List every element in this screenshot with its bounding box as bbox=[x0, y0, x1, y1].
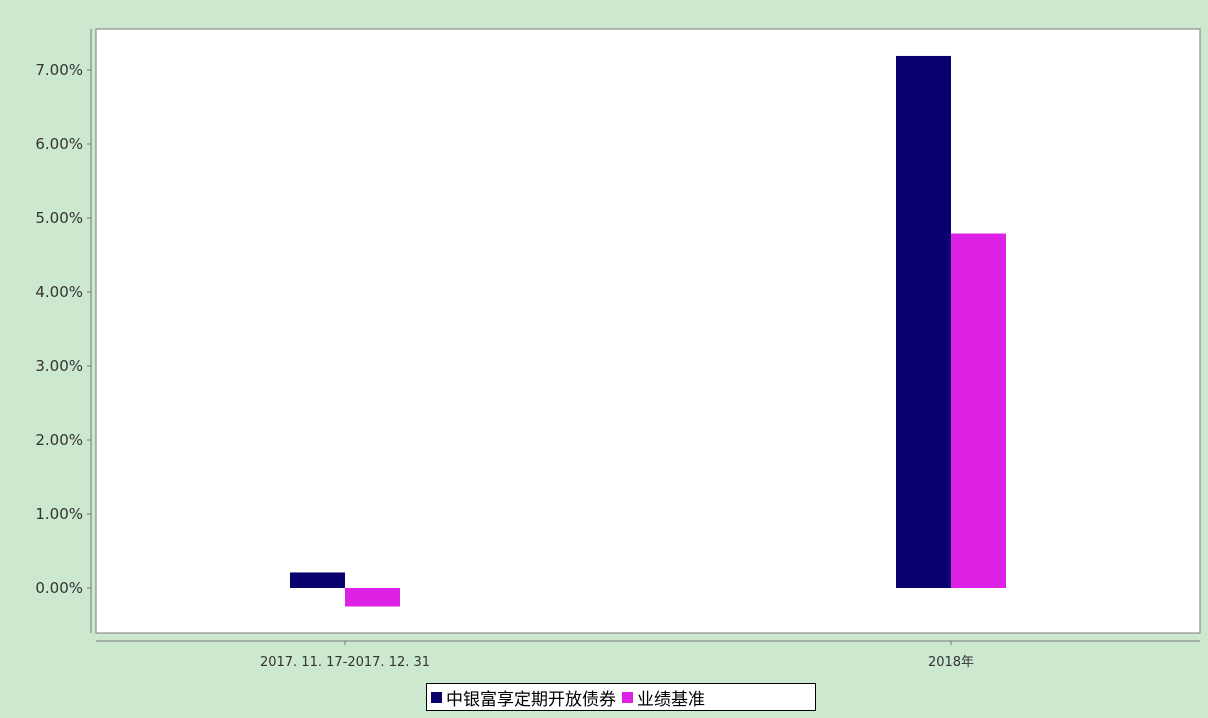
bar-series-1-category-2 bbox=[896, 55, 951, 588]
y-tick-label: 3.00% bbox=[35, 357, 83, 375]
bar-series-1-category-1 bbox=[290, 572, 345, 588]
y-tick-label: 2.00% bbox=[35, 431, 83, 449]
x-tick-label: 2018年 bbox=[928, 655, 974, 670]
legend-swatch-series-1 bbox=[431, 691, 442, 703]
y-tick-label: 5.00% bbox=[35, 209, 83, 227]
bar-series-2-category-2 bbox=[951, 233, 1006, 589]
y-tick-label: 1.00% bbox=[35, 505, 83, 523]
y-tick-label: 7.00% bbox=[35, 61, 83, 79]
x-axis-ticks: 2017. 11. 17-2017. 12. 31 2018年 bbox=[260, 641, 974, 670]
plot-area bbox=[95, 28, 1201, 634]
y-tick-label: 6.00% bbox=[35, 135, 83, 153]
bars bbox=[290, 55, 1006, 607]
legend-item-series-2: 业绩基准 bbox=[622, 685, 705, 710]
legend-label-series-1: 中银富享定期开放债券 bbox=[446, 689, 616, 710]
y-tick-label: 0.00% bbox=[35, 579, 83, 597]
legend-swatch-series-2 bbox=[622, 691, 633, 703]
x-tick-label: 2017. 11. 17-2017. 12. 31 bbox=[260, 655, 430, 670]
y-axis-ticks: 0.00% 1.00% 2.00% 3.00% 4.00% 5.00% 6.00% 7.00% bbox=[35, 61, 91, 597]
legend-label-series-2: 业绩基准 bbox=[637, 689, 705, 710]
legend: 中银富享定期开放债券 业绩基准 bbox=[426, 683, 816, 711]
bar-series-2-category-1 bbox=[345, 588, 400, 607]
y-tick-label: 4.00% bbox=[35, 283, 83, 301]
legend-item-series-1: 中银富享定期开放债券 bbox=[431, 685, 616, 710]
